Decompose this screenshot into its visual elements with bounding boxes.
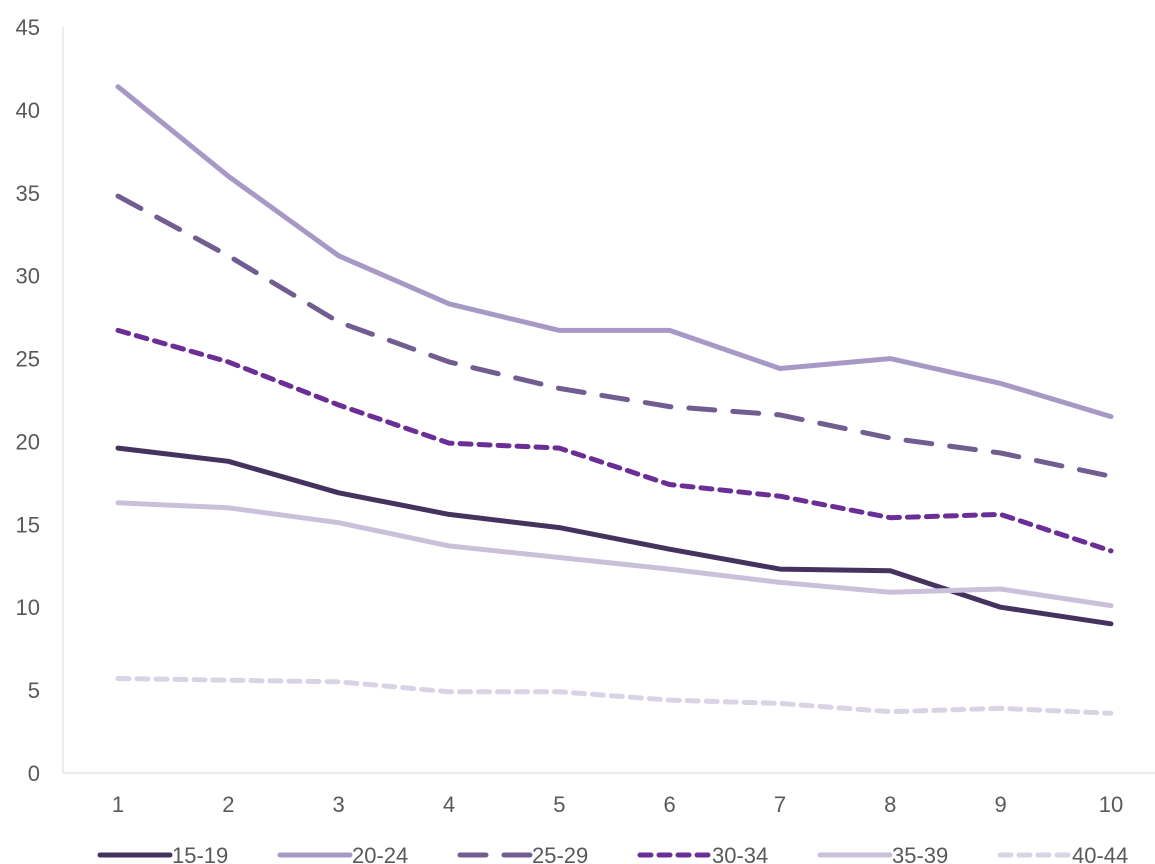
x-tick-label: 1	[112, 792, 124, 817]
legend-item: 20-24	[277, 843, 408, 864]
x-tick-label: 8	[884, 792, 896, 817]
series-line-15-19	[115, 445, 1114, 627]
y-tick-label: 30	[16, 264, 40, 289]
legend-label: 30-34	[712, 843, 768, 864]
series-line-40-44	[115, 676, 1114, 716]
legend-label: 25-29	[532, 843, 588, 864]
series-line-25-29	[115, 193, 1114, 479]
y-tick-label: 45	[16, 15, 40, 40]
legend-label: 15-19	[172, 843, 228, 864]
y-tick-label: 35	[16, 181, 40, 206]
legend-item: 25-29	[457, 843, 588, 864]
legend-label: 35-39	[892, 843, 948, 864]
legend-item: 35-39	[817, 843, 948, 864]
y-tick-label: 25	[16, 347, 40, 372]
y-tick-label: 5	[28, 678, 40, 703]
legend: 15-19 20-24 25-29 30-34 35-39 40-44	[97, 843, 1128, 864]
x-tick-label: 5	[553, 792, 565, 817]
x-tick-label: 6	[664, 792, 676, 817]
x-tick-label: 9	[995, 792, 1007, 817]
x-tick-label: 3	[333, 792, 345, 817]
legend-item: 30-34	[637, 843, 768, 864]
x-tick-label: 10	[1099, 792, 1123, 817]
series-layer	[115, 84, 1114, 716]
y-tick-label: 40	[16, 98, 40, 123]
legend-item: 15-19	[97, 843, 228, 864]
legend-item: 40-44	[997, 843, 1128, 864]
series-line-35-39	[115, 500, 1114, 609]
y-tick-label: 20	[16, 429, 40, 454]
series-line-30-34	[115, 327, 1114, 554]
y-tick-label: 10	[16, 595, 40, 620]
x-tick-label: 7	[774, 792, 786, 817]
y-tick-label: 15	[16, 512, 40, 537]
y-tick-label: 0	[28, 761, 40, 786]
x-tick-label: 2	[222, 792, 234, 817]
series-line-20-24	[115, 84, 1114, 420]
x-tick-label: 4	[443, 792, 455, 817]
legend-label: 20-24	[352, 843, 408, 864]
legend-label: 40-44	[1072, 843, 1128, 864]
